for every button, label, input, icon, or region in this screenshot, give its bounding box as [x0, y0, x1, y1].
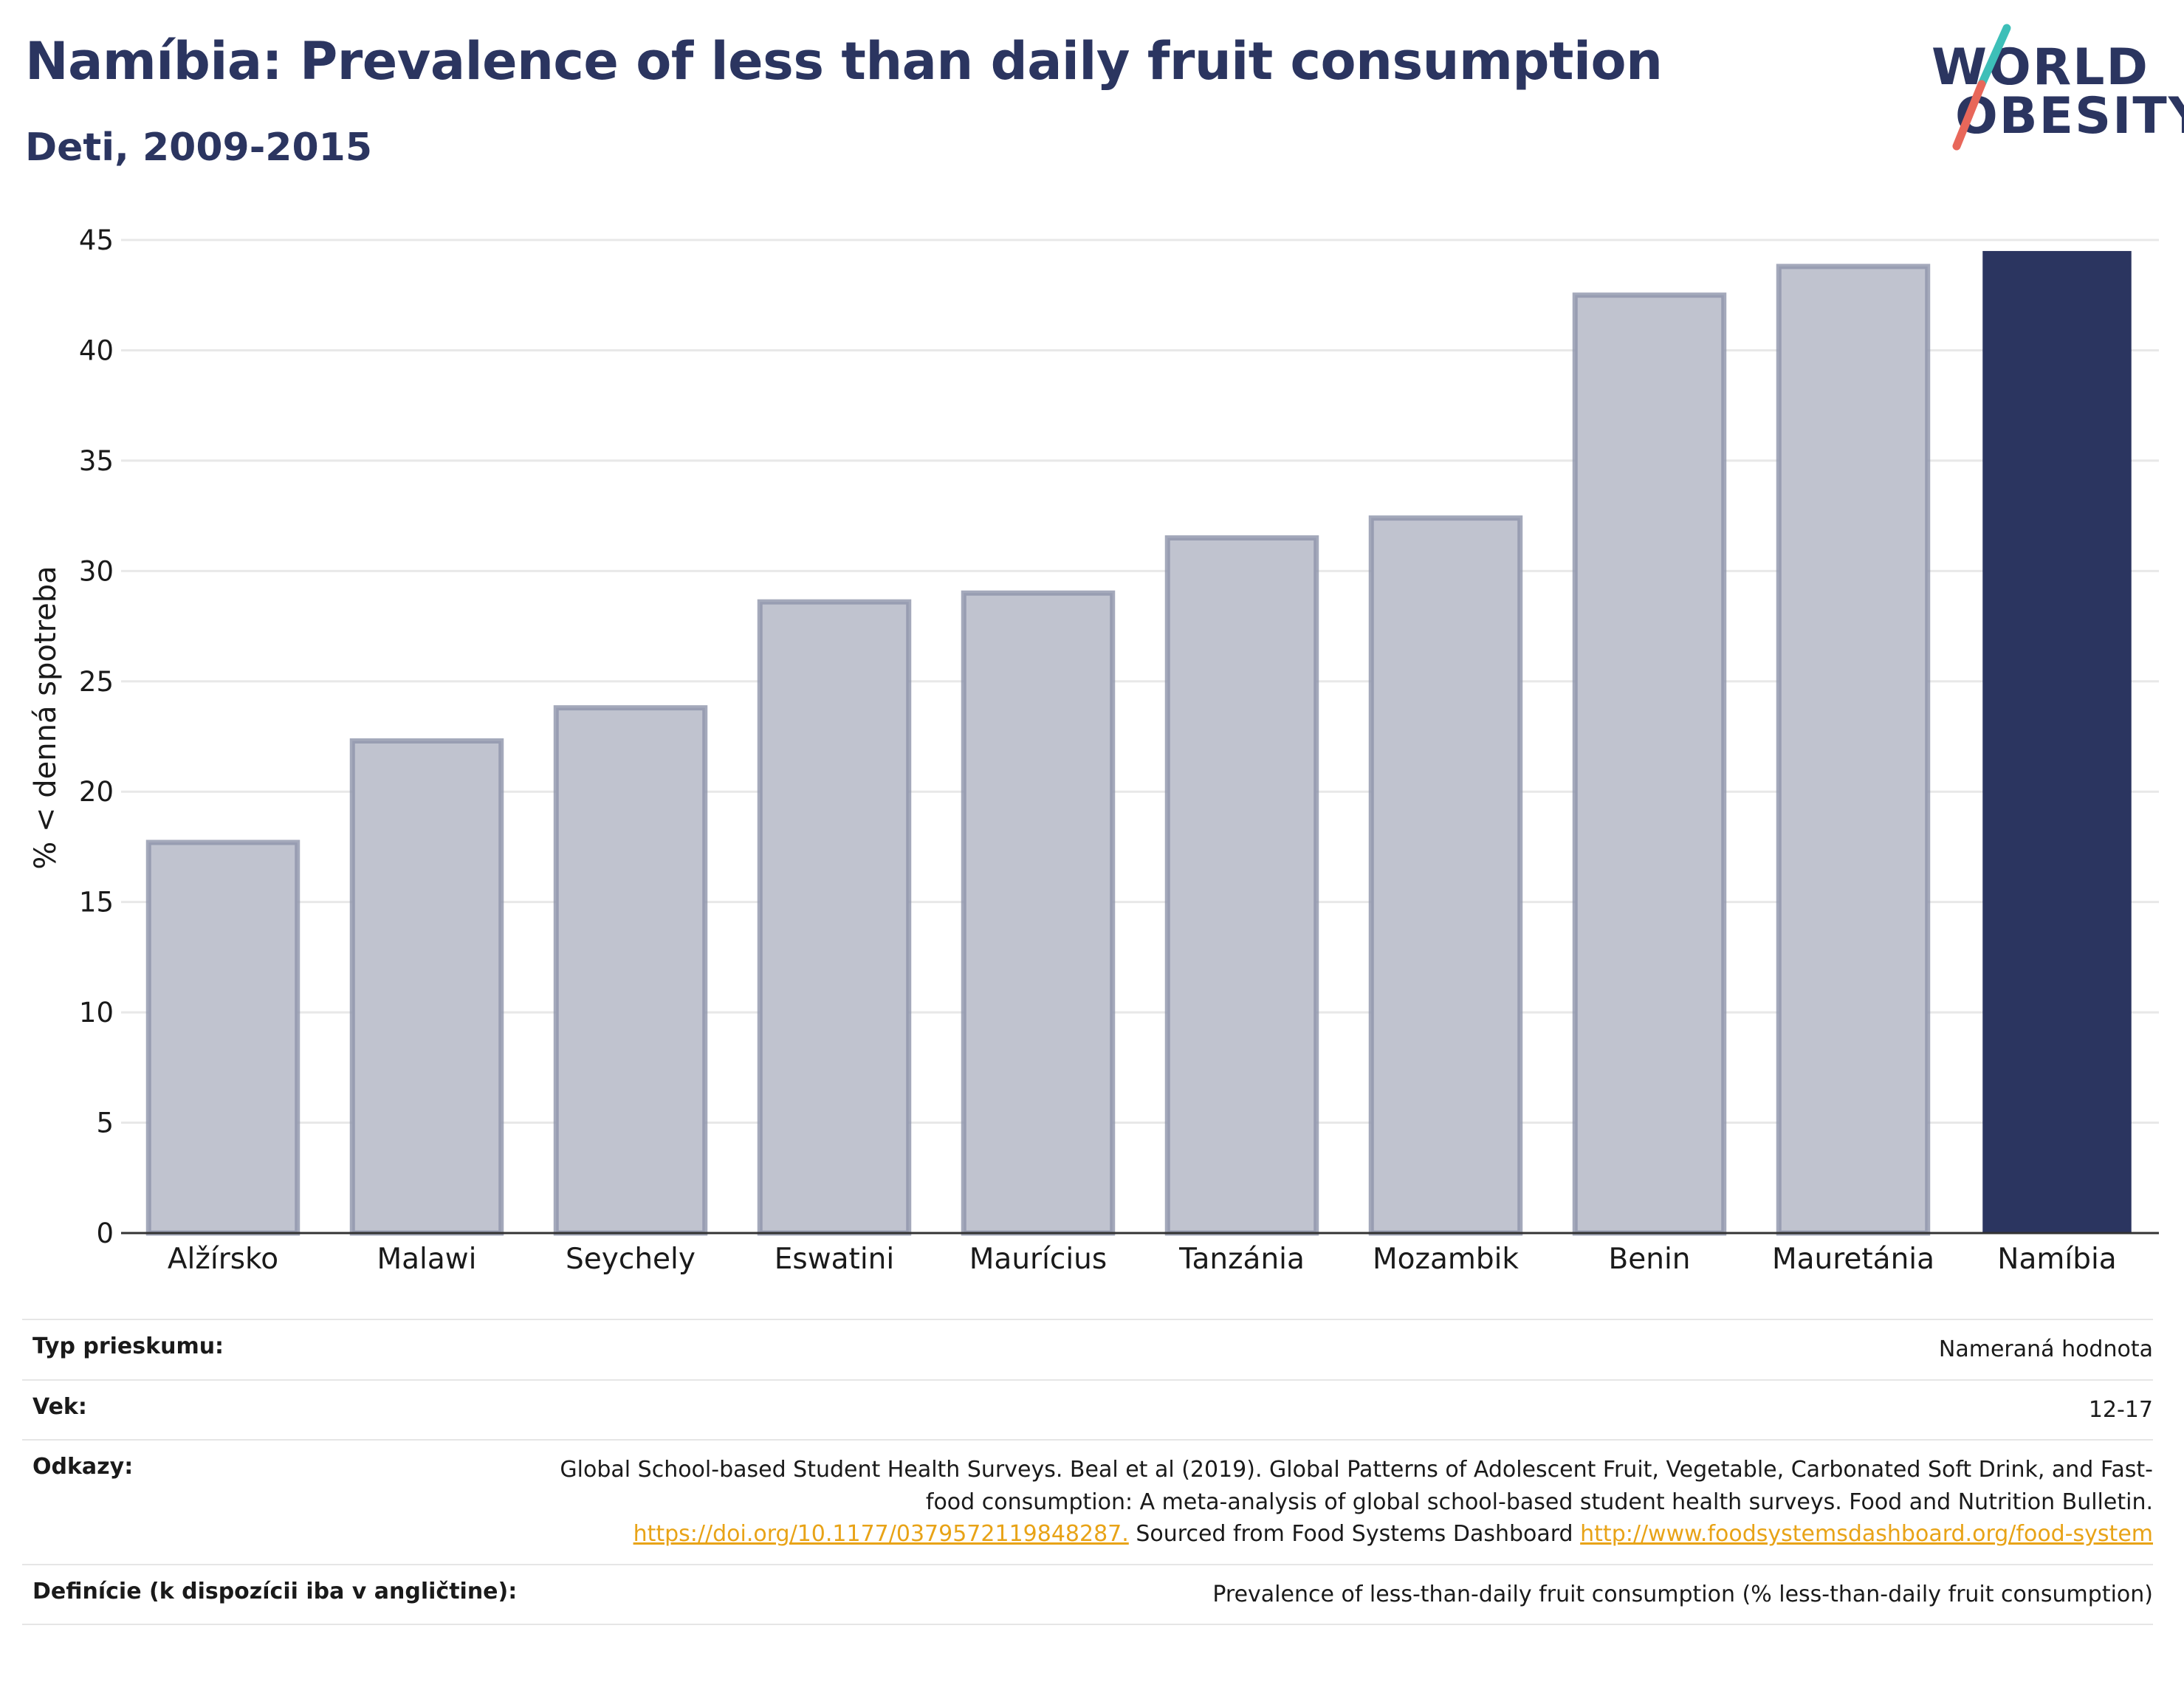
- x-tick-label: Namíbia: [1997, 1243, 2116, 1276]
- chart-subtitle: Deti, 2009-2015: [25, 126, 373, 170]
- bar: [553, 705, 708, 1236]
- bar: [961, 590, 1116, 1236]
- y-tick-label: 0: [96, 1218, 114, 1249]
- bar: [757, 599, 912, 1236]
- chart-title: Namíbia: Prevalence of less than daily f…: [25, 31, 1663, 92]
- x-tick-label: Eswatini: [775, 1243, 894, 1276]
- age-value: 12-17: [2088, 1396, 2153, 1423]
- bar: [145, 840, 301, 1236]
- references-source-text: Sourced from Food Systems Dashboard: [1136, 1521, 1573, 1547]
- survey-type-label: Typ prieskumu:: [32, 1333, 224, 1359]
- x-tick-label: Maurícius: [969, 1243, 1107, 1276]
- logo-text-world: WORLD: [1931, 38, 2149, 97]
- y-tick-label: 35: [79, 445, 114, 477]
- info-row-definition: Definície (k dispozícii iba v angličtine…: [22, 1563, 2153, 1625]
- info-table: Typ prieskumu: Nameraná hodnota Vek: 12-…: [22, 1319, 2153, 1625]
- definition-value: Prevalence of less-than-daily fruit cons…: [1212, 1581, 2153, 1607]
- bar: [1368, 515, 1523, 1236]
- bar: [349, 738, 504, 1236]
- y-tick-label: 45: [79, 224, 114, 256]
- references-text: Global School-based Student Health Surve…: [560, 1457, 2153, 1515]
- x-tick-label: Mauretánia: [1772, 1243, 1934, 1276]
- y-tick-label: 5: [96, 1108, 114, 1139]
- x-tick-label: Alžírsko: [168, 1243, 278, 1276]
- world-obesity-logo: WORLD OBESITY: [1920, 22, 2184, 162]
- x-tick-label: Seychely: [566, 1243, 696, 1276]
- age-label: Vek:: [32, 1393, 87, 1420]
- info-row-survey-type: Typ prieskumu: Nameraná hodnota: [22, 1319, 2153, 1379]
- y-tick-label: 40: [79, 334, 114, 366]
- y-axis-title: % < denná spotreba: [29, 566, 63, 870]
- bar-chart: 0 5 10 15 20 25 30 35 40 45 Alžírsko Malawi Seychely…: [79, 224, 2159, 1276]
- food-systems-dashboard-link[interactable]: http://www.foodsystemsdashboard.org/food…: [1580, 1521, 2153, 1547]
- y-tick-label: 15: [79, 887, 114, 919]
- bar: [1982, 250, 2132, 1233]
- y-tick-label: 30: [79, 555, 114, 587]
- info-row-references: Odkazy: Global School-based Student Heal…: [22, 1439, 2153, 1564]
- y-tick-label: 20: [79, 776, 114, 808]
- bar: [1572, 292, 1727, 1236]
- info-row-age: Vek: 12-17: [22, 1379, 2153, 1440]
- x-tick-label: Tanzánia: [1178, 1243, 1305, 1276]
- bar: [1776, 264, 1931, 1236]
- definition-label: Definície (k dispozícii iba v angličtine…: [32, 1578, 518, 1604]
- logo-slash-icon: [1952, 24, 2011, 151]
- y-tick-label: 25: [79, 666, 114, 698]
- y-tick-label: 10: [79, 997, 114, 1029]
- logo-text-obesity: OBESITY: [1955, 87, 2184, 145]
- x-tick-label: Benin: [1608, 1243, 1690, 1276]
- bar: [1164, 535, 1319, 1236]
- references-label: Odkazy:: [32, 1454, 134, 1480]
- survey-type-value: Nameraná hodnota: [1938, 1336, 2153, 1362]
- x-tick-label: Malawi: [377, 1243, 476, 1276]
- x-tick-label: Mozambik: [1373, 1243, 1519, 1276]
- doi-link[interactable]: https://doi.org/10.1177/0379572119848287…: [633, 1521, 1129, 1547]
- references-value: Global School-based Student Health Surve…: [543, 1454, 2153, 1551]
